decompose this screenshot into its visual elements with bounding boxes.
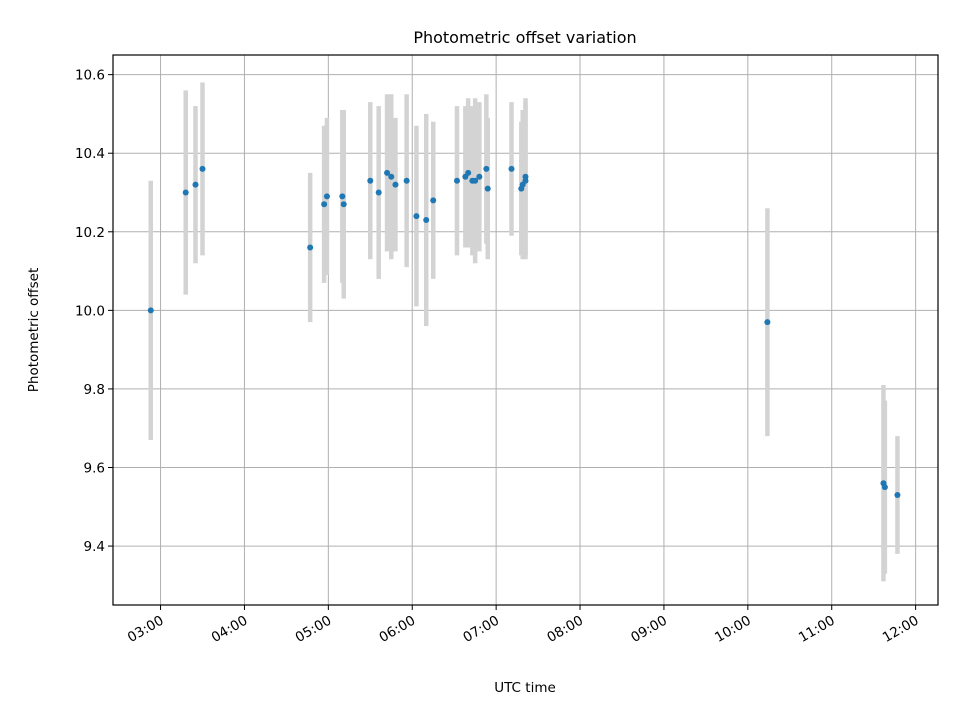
data-point [340,201,347,208]
data-point [323,193,330,200]
y-axis: 9.4 9.6 9.8 10.0 10.2 10.4 10.6 [75,68,113,555]
data-point [453,177,460,184]
y-tick-label: 10.2 [75,225,105,241]
chart-title: Photometric offset variation [413,28,636,47]
data-point [764,319,771,326]
data-point [403,177,410,184]
data-point [182,189,189,196]
data-point [321,201,328,208]
plot-frame [112,54,939,606]
data-point [894,492,901,498]
data-point [199,165,206,172]
data-point [392,181,399,188]
data-point [476,173,483,180]
data-point [881,484,888,491]
data-point [367,177,374,184]
data-point [508,165,515,172]
data-point [483,165,490,172]
x-axis-label: UTC time [494,680,556,696]
y-tick-label: 10.0 [75,303,105,319]
data-point [384,169,391,176]
y-tick-label: 10.6 [75,68,105,84]
data-point [375,189,382,196]
data-points [147,165,901,498]
y-tick-label: 9.8 [84,382,105,398]
y-tick-label: 9.6 [84,461,105,477]
data-point [484,185,491,192]
data-point [472,177,479,184]
data-point [307,244,314,251]
data-point [147,307,154,314]
data-point [465,169,472,176]
data-point [423,217,430,223]
data-point [339,193,346,200]
y-axis-label: Photometric offset [26,268,42,392]
data-point [522,177,529,184]
data-point [192,181,199,188]
data-point [388,173,395,180]
y-tick-label: 10.4 [75,146,105,162]
data-point [413,213,420,220]
grid-lines [113,55,938,605]
y-tick-label: 9.4 [84,539,105,555]
data-point [430,197,437,204]
